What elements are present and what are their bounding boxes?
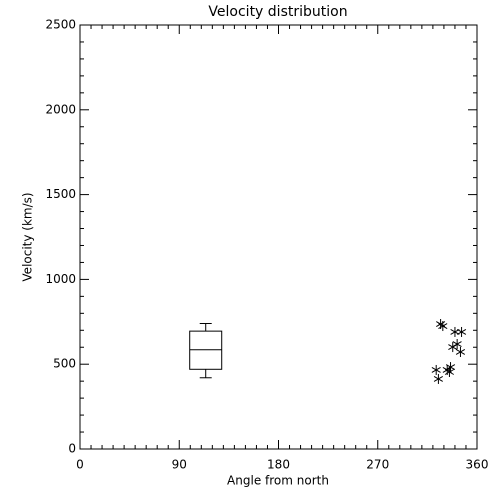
y-tick-label: 0 — [68, 442, 76, 456]
y-tick-label: 1500 — [45, 187, 76, 201]
asterisk-stroke — [438, 323, 448, 329]
x-tick-label: 0 — [76, 458, 84, 472]
asterisk-point — [456, 326, 467, 337]
x-tick-label: 90 — [172, 458, 187, 472]
asterisk-stroke — [456, 329, 467, 335]
x-tick-label: 360 — [466, 458, 489, 472]
y-axis-label: Velocity (km/s) — [21, 192, 35, 281]
asterisk-stroke — [431, 367, 441, 373]
asterisk-stroke — [436, 321, 446, 327]
asterisk-point — [445, 362, 456, 373]
asterisk-stroke — [445, 364, 456, 371]
y-tick-label: 500 — [53, 357, 76, 371]
asterisk-point — [444, 367, 455, 378]
x-tick-label: 180 — [267, 458, 290, 472]
x-axis-label: Angle from north — [227, 474, 329, 488]
y-tick-label: 2000 — [45, 102, 76, 116]
asterisk-point — [455, 346, 466, 357]
y-tick-label: 1000 — [45, 272, 76, 286]
asterisk-point — [431, 364, 441, 375]
chart-title: Velocity distribution — [208, 4, 347, 20]
asterisk-stroke — [444, 369, 455, 375]
asterisk-stroke — [452, 341, 462, 347]
y-tick-label: 2500 — [45, 18, 76, 32]
x-tick-label: 270 — [366, 458, 389, 472]
asterisk-stroke — [455, 349, 466, 355]
asterisk-point — [452, 339, 462, 350]
asterisk-point — [433, 373, 443, 384]
asterisk-point — [438, 321, 448, 332]
asterisk-stroke — [433, 376, 443, 382]
